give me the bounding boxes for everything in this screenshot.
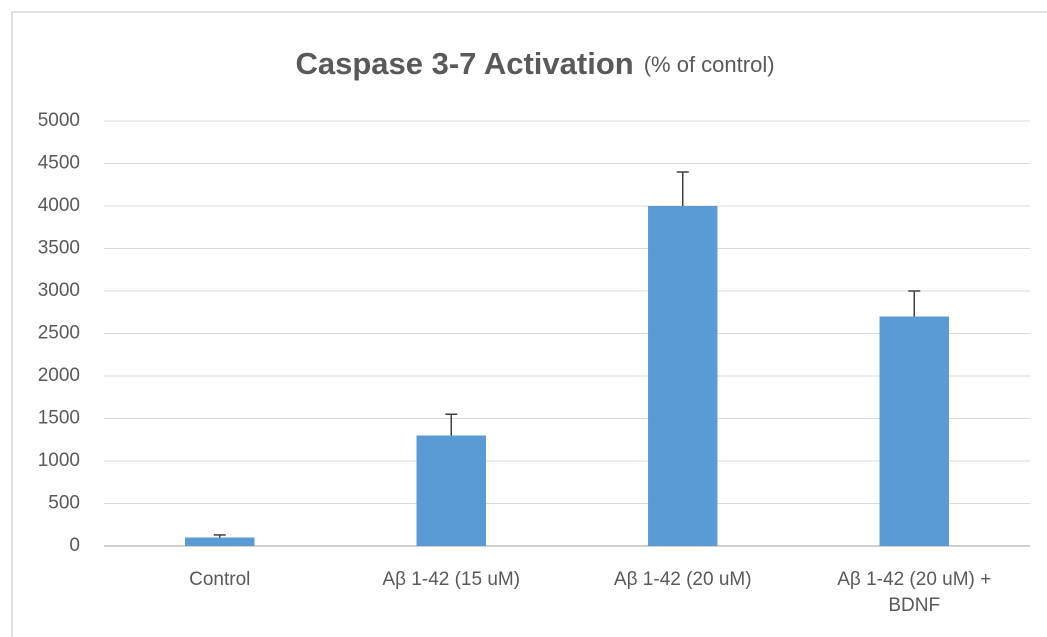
chart-title: Caspase 3-7 Activation xyxy=(295,46,633,81)
x-tick-line: Aβ 1-42 (15 uM) xyxy=(382,569,520,590)
x-tick-line: BDNF xyxy=(888,595,940,616)
y-tick-label: 5000 xyxy=(38,110,80,131)
x-tick-label: Aβ 1-42 (20 uM) + BDNF xyxy=(837,569,991,616)
error-bar xyxy=(213,534,226,538)
x-tick-line: Aβ 1-42 (20 uM) xyxy=(614,569,752,590)
y-tick-label: 4500 xyxy=(38,153,80,174)
bar xyxy=(416,435,486,546)
bar xyxy=(185,537,255,546)
y-tick-label: 2000 xyxy=(38,365,80,386)
x-tick-label: Aβ 1-42 (15 uM) xyxy=(382,569,520,590)
y-tick-label: 3000 xyxy=(38,280,80,301)
x-tick-line: Aβ 1-42 (20 uM) + xyxy=(837,569,991,590)
y-tick-label: 2500 xyxy=(38,323,80,344)
y-tick-label: 4000 xyxy=(38,195,80,216)
bar xyxy=(648,206,718,546)
y-tick-label: 500 xyxy=(48,493,80,514)
x-tick-line: Control xyxy=(189,569,250,590)
x-tick-label: Control xyxy=(189,569,250,590)
chart-title-group: Caspase 3-7 Activation (% of control) xyxy=(295,46,774,81)
y-tick-label: 0 xyxy=(69,535,80,556)
x-tick-label: Aβ 1-42 (20 uM) xyxy=(614,569,752,590)
y-tick-label: 1000 xyxy=(38,450,80,471)
error-bar xyxy=(445,413,458,436)
y-tick-label: 3500 xyxy=(38,238,80,259)
error-bar xyxy=(676,171,689,206)
chart-subtitle: (% of control) xyxy=(644,52,775,77)
bar xyxy=(879,316,949,546)
error-bar xyxy=(908,290,921,317)
chart-border xyxy=(11,11,1047,637)
y-tick-label: 1500 xyxy=(38,408,80,429)
